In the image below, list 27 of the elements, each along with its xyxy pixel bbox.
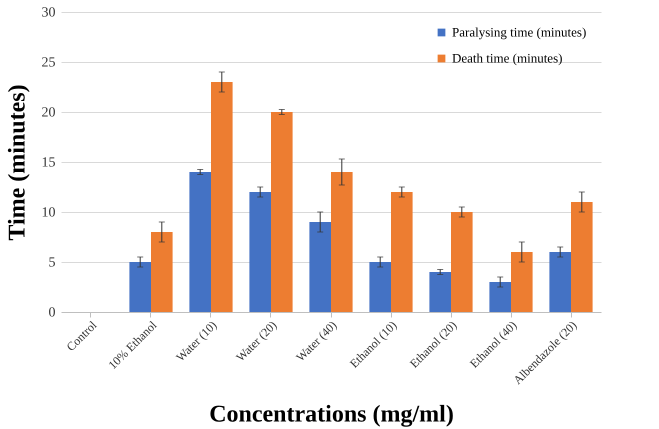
y-tick-label: 10 xyxy=(42,206,56,220)
legend-label: Paralysing time (minutes) xyxy=(452,24,586,40)
bar xyxy=(249,192,271,312)
y-tick-label: 5 xyxy=(48,256,56,270)
bar xyxy=(151,232,173,312)
y-tick-label: 30 xyxy=(42,6,56,20)
bar xyxy=(511,252,533,312)
bar xyxy=(211,82,233,312)
bar xyxy=(451,212,473,312)
bar xyxy=(189,172,211,312)
x-axis-title: Concentrations (mg/ml) xyxy=(209,401,454,428)
bar xyxy=(369,262,391,312)
bar xyxy=(549,252,571,312)
bar xyxy=(489,282,511,312)
y-tick-label: 0 xyxy=(48,306,56,320)
y-tick-label: 15 xyxy=(42,156,56,170)
bar xyxy=(331,172,353,312)
bar xyxy=(129,262,151,312)
y-axis-title: Time (minutes) xyxy=(4,84,30,241)
bar xyxy=(429,272,451,312)
y-tick-label: 25 xyxy=(42,56,56,70)
bar xyxy=(309,222,331,312)
y-tick-label: 20 xyxy=(42,106,56,120)
legend-label: Death time (minutes) xyxy=(452,50,562,66)
bar xyxy=(271,112,293,312)
bar xyxy=(571,202,593,312)
bar xyxy=(391,192,413,312)
